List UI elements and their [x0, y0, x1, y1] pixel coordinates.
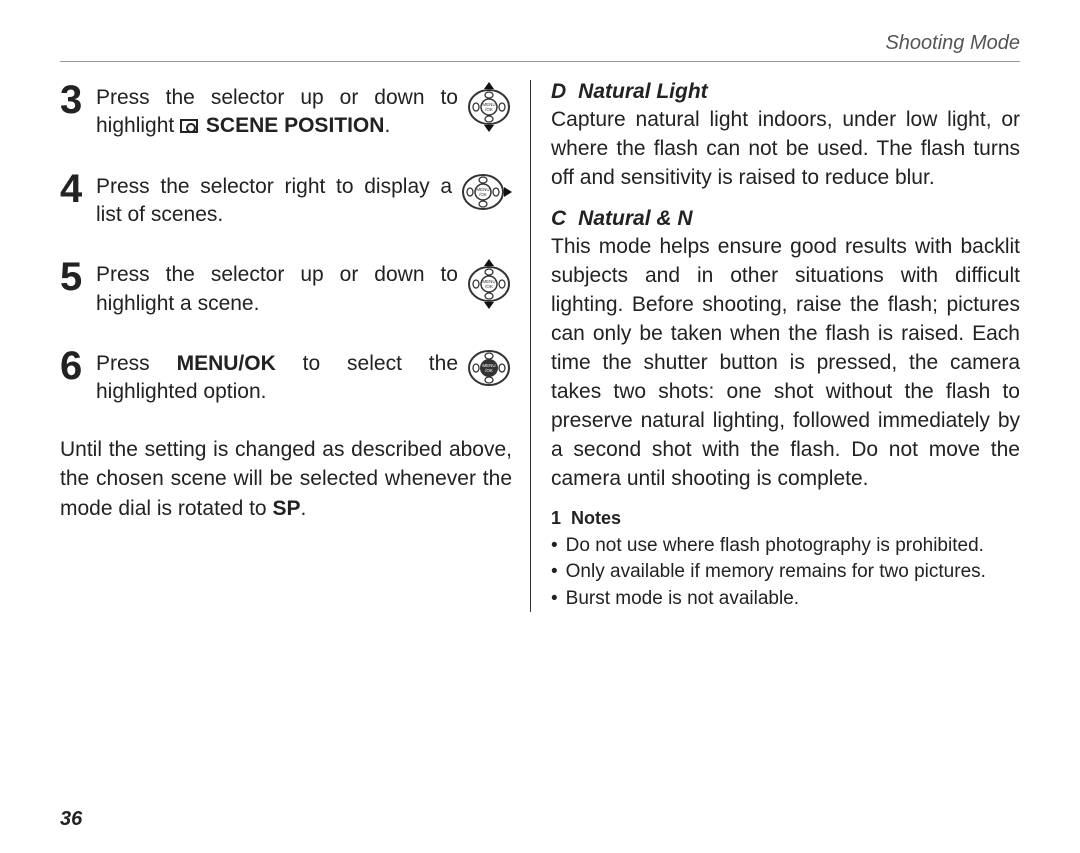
step-text-post: . — [384, 114, 390, 137]
mode-title: Natural & N — [578, 207, 692, 230]
mode-title: Natural Light — [578, 80, 708, 103]
mode-body: This mode helps ensure good results with… — [551, 233, 1020, 494]
right-column: D Natural Light Capture natural light ind… — [530, 80, 1020, 612]
selector-up-down-icon: MENU /OK — [466, 257, 512, 309]
svg-text:/OK: /OK — [485, 284, 493, 289]
step-number: 5 — [60, 257, 88, 297]
step-number: 4 — [60, 169, 88, 209]
step-number: 6 — [60, 346, 88, 386]
mode-body: Capture natural light indoors, under low… — [551, 106, 1020, 193]
step-number: 3 — [60, 80, 88, 120]
selector-right-icon: MENU /OK — [460, 169, 512, 213]
svg-text:/OK: /OK — [485, 368, 493, 373]
step-4: 4 Press the selector right to display a … — [60, 169, 512, 230]
step-text-pre: Press the selector right to display a li… — [96, 175, 452, 226]
page-header-title: Shooting Mode — [885, 32, 1020, 55]
svg-text:/OK: /OK — [479, 192, 487, 197]
notes-item: Burst mode is not available. — [551, 586, 1020, 613]
step-text: Press the selector right to display a li… — [96, 169, 452, 230]
step-text: Press the selector up or down to highlig… — [96, 80, 458, 141]
selector-up-down-icon: MENU /OK — [466, 80, 512, 132]
closing-post: . — [300, 497, 306, 520]
step-text: Press MENU/OK to select the highlighted … — [96, 346, 458, 407]
mode-heading: D Natural Light — [551, 80, 1020, 104]
selector-center-icon: MENU /OK — [466, 346, 512, 388]
step-text-pre: Press — [96, 352, 177, 375]
mode-heading: C Natural & N — [551, 207, 1020, 231]
mode-letter: C — [551, 207, 566, 230]
step-text-bold: MENU/OK — [177, 352, 276, 375]
header-rule — [60, 61, 1020, 62]
notes-item: Only available if memory remains for two… — [551, 559, 1020, 586]
notes-title: Notes — [571, 508, 621, 528]
notes-item: Do not use where flash photography is pr… — [551, 533, 1020, 560]
notes-list: Do not use where flash photography is pr… — [551, 533, 1020, 613]
mode-natural-and-n: C Natural & N This mode helps ensure good… — [551, 207, 1020, 494]
closing-bold: SP — [272, 497, 300, 520]
svg-text:/OK: /OK — [485, 107, 493, 112]
page-number: 36 — [60, 808, 82, 831]
step-3: 3 Press the selector up or down to highl… — [60, 80, 512, 141]
notes-number: 1 — [551, 508, 561, 528]
left-column: 3 Press the selector up or down to highl… — [60, 80, 530, 612]
notes-heading: 1 Notes — [551, 508, 1020, 529]
closing-paragraph: Until the setting is changed as describe… — [60, 435, 512, 523]
mode-natural-light: D Natural Light Capture natural light ind… — [551, 80, 1020, 193]
step-5: 5 Press the selector up or down to highl… — [60, 257, 512, 318]
step-text-pre: Press the selector up or down to highlig… — [96, 263, 458, 314]
step-6: 6 Press MENU/OK to select the highlighte… — [60, 346, 512, 407]
scene-position-icon — [180, 119, 198, 133]
step-text: Press the selector up or down to highlig… — [96, 257, 458, 318]
step-text-bold: SCENE POSITION — [206, 114, 385, 137]
mode-letter: D — [551, 80, 566, 103]
